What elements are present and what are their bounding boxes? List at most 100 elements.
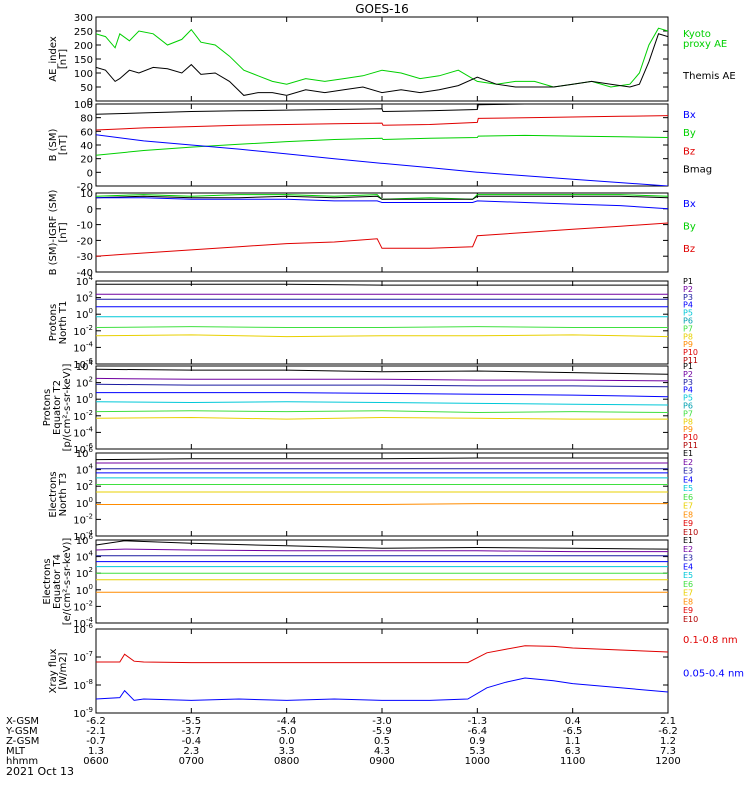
legend-entry: P2 xyxy=(683,285,693,294)
legend-entry: P8 xyxy=(683,332,693,341)
series-line-6 xyxy=(96,326,668,328)
y-tick-label: 102 xyxy=(76,566,93,580)
tick-exponent: 0 xyxy=(89,307,93,315)
y-tick-label: 40 xyxy=(80,141,93,152)
series-line-3 xyxy=(96,383,668,388)
legend-entry: P4 xyxy=(683,301,693,310)
legend-entry: E7 xyxy=(683,589,693,598)
legend-entry: E5 xyxy=(683,571,693,580)
y-tick-label: 50 xyxy=(80,83,93,94)
legend-entry: E9 xyxy=(683,519,693,528)
y-tick-label: 100 xyxy=(76,583,93,597)
legend-entry: P11 xyxy=(683,441,698,450)
series-line-1 xyxy=(96,540,668,550)
axis-value: -1.3 xyxy=(468,716,488,727)
legend-entry: E7 xyxy=(683,502,693,511)
y-axis-label-line: AE_index xyxy=(48,36,59,82)
y-tick-label: 102 xyxy=(76,291,93,305)
legend-entry: P1 xyxy=(683,362,693,371)
tick-exponent: -2 xyxy=(86,512,93,520)
legend-entry: 0.05-0.4 nm xyxy=(683,669,744,680)
axis-value: -0.7 xyxy=(86,736,106,747)
y-tick-label: 0 xyxy=(87,97,93,108)
y-axis-label: AE_index[nT] xyxy=(48,36,69,82)
series-line-1 xyxy=(96,104,668,115)
legend-entry: Bx xyxy=(683,110,696,121)
legend-entry: P3 xyxy=(683,378,693,387)
legend-entry: P10 xyxy=(683,348,698,357)
y-tick-label: 100 xyxy=(76,496,93,510)
legend-entry: E8 xyxy=(683,597,693,606)
y-axis-label-line: [nT] xyxy=(58,135,69,155)
series-line-2 xyxy=(96,115,668,131)
axis-value: -5.5 xyxy=(182,716,202,727)
tick-exponent: -4 xyxy=(86,340,94,348)
series-line-4 xyxy=(96,222,668,257)
y-tick-label: 10-6 xyxy=(73,622,93,636)
tick-exponent: 0 xyxy=(89,583,93,591)
panel-frame xyxy=(95,365,669,450)
y-tick-label: 100 xyxy=(74,69,93,80)
legend-entry: Kyoto xyxy=(683,29,711,40)
legend-entry: P4 xyxy=(683,386,693,395)
y-tick-label: 10-2 xyxy=(73,409,93,423)
series-line-1 xyxy=(96,457,668,461)
tick-exponent: -4 xyxy=(86,616,94,624)
panel-stack: 050100150200250300AE_index[nT]Kyotoproxy… xyxy=(42,13,744,720)
legend-entry: P7 xyxy=(683,409,693,418)
y-axis-label-line: [nT] xyxy=(58,49,69,69)
tick-exponent: -9 xyxy=(86,706,93,714)
axis-value: -4.4 xyxy=(277,716,297,727)
y-tick-label: -10 xyxy=(77,221,93,232)
legend-entry: Bmag xyxy=(683,165,712,176)
axis-value: 0900 xyxy=(369,756,394,767)
axis-value: 0600 xyxy=(83,756,108,767)
legend-entry: 0.1-0.8 nm xyxy=(683,635,738,646)
y-tick-label: 10-4 xyxy=(73,425,93,439)
y-tick-label: 0 xyxy=(87,168,93,179)
y-tick-label: -30 xyxy=(77,252,93,263)
y-axis-label-line: Electrons xyxy=(42,558,53,604)
date-label: 2021 Oct 13 xyxy=(6,765,74,778)
axis-value: -3.0 xyxy=(372,716,392,727)
y-tick-label: 20 xyxy=(80,155,93,166)
legend-entry: Bz xyxy=(683,244,695,255)
tick-exponent: 4 xyxy=(89,463,94,471)
series-group xyxy=(96,283,668,338)
series-line-2 xyxy=(96,548,668,553)
legend-entry: P6 xyxy=(683,317,693,326)
legend-entry: P10 xyxy=(683,433,698,442)
figure-title: GOES-16 xyxy=(355,2,409,16)
legend: 0.1-0.8 nm 0.05-0.4 nm xyxy=(683,635,744,680)
y-axis-label-line: [W/m2] xyxy=(58,652,69,689)
tick-exponent: -7 xyxy=(86,650,93,658)
tick-exponent: 6 xyxy=(89,533,94,541)
y-tick-label: 10-4 xyxy=(73,340,93,354)
panel-ae: 0 50 100 150 200 250 300 AE_index[nT] Kyotoproxy… xyxy=(48,13,736,108)
axis-value: 5.3 xyxy=(469,746,485,757)
y-tick-label: 106 xyxy=(76,533,94,547)
series-line-1 xyxy=(96,368,668,375)
tick-exponent: 4 xyxy=(89,550,94,558)
y-tick-label: 250 xyxy=(74,27,93,38)
y-axis-label-line: Equator T4 xyxy=(52,554,63,609)
axis-value: 1.2 xyxy=(660,736,676,747)
series-group xyxy=(96,27,668,96)
series-line-2 xyxy=(96,33,668,96)
y-tick-label: -20 xyxy=(77,182,93,193)
legend-entry: Bz xyxy=(683,146,695,157)
series-line-1 xyxy=(96,283,668,286)
series-line-3 xyxy=(96,197,668,210)
y-tick-label: 200 xyxy=(74,41,93,52)
axis-value: -2.1 xyxy=(86,726,106,737)
legend-entry: proxy AE xyxy=(683,39,727,50)
axis-value: -6.2 xyxy=(658,726,678,737)
y-tick-label: 100 xyxy=(74,100,93,111)
y-axis-label: ProtonsEquator T2[p/(cm²-s-sr-keV)] xyxy=(42,364,73,452)
y-tick-label: 10 xyxy=(80,189,93,200)
tick-exponent: -6 xyxy=(86,622,94,630)
legend-entry: Themis AE xyxy=(682,71,736,82)
legend-entry: P8 xyxy=(683,417,693,426)
axis-value: 1.3 xyxy=(88,746,104,757)
